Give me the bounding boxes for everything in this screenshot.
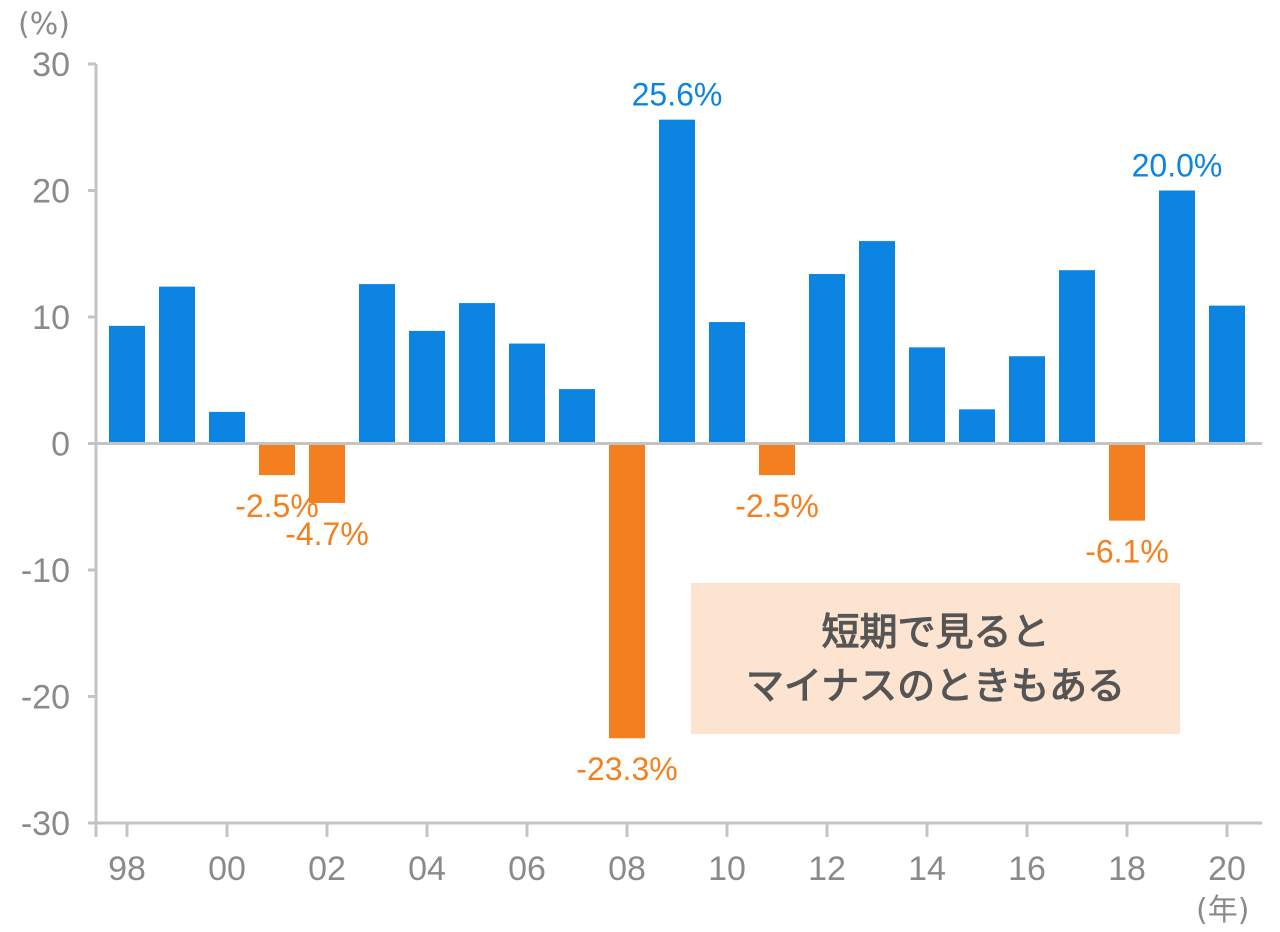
- y-tick-label: 10: [32, 299, 70, 337]
- bar-08: [609, 443, 645, 739]
- data-label-09: 25.6%: [632, 77, 723, 113]
- data-label-19: 20.0%: [1132, 148, 1223, 184]
- bar-16: [1009, 356, 1045, 444]
- bar-04: [409, 330, 445, 444]
- bar-00: [209, 411, 245, 444]
- y-axis-unit: (%): [18, 7, 70, 42]
- bar-15: [959, 409, 995, 444]
- bar-12: [809, 273, 845, 444]
- x-tick-label: 16: [1008, 850, 1046, 888]
- x-tick-label: 10: [708, 850, 746, 888]
- bar-05: [459, 303, 495, 444]
- x-tick-label: 02: [308, 850, 346, 888]
- bar-09: [659, 119, 695, 444]
- bar-17: [1059, 270, 1095, 444]
- bar-98: [109, 325, 145, 444]
- bar-13: [859, 241, 895, 444]
- y-tick-label: -30: [21, 805, 70, 843]
- x-axis-unit: (年): [1196, 893, 1249, 928]
- data-label-11: -2.5%: [735, 488, 819, 524]
- y-tick-label: 0: [51, 426, 70, 464]
- y-tick-label: 30: [32, 46, 70, 84]
- y-tick-label: -10: [21, 552, 70, 590]
- bar-10: [709, 322, 745, 444]
- x-tick-label: 12: [808, 850, 846, 888]
- x-tick-label: 06: [508, 850, 546, 888]
- x-tick-label: 14: [908, 850, 946, 888]
- annotation-callout: 短期で見ると マイナスのときもある: [691, 583, 1180, 734]
- x-tick-label: 04: [408, 850, 446, 888]
- y-tick-label: 20: [32, 173, 70, 211]
- x-tick-label: 00: [208, 850, 246, 888]
- bar-06: [509, 343, 545, 444]
- bar-20: [1209, 305, 1245, 444]
- bar-19: [1159, 190, 1195, 444]
- bar-07: [559, 389, 595, 444]
- data-label-18: -6.1%: [1085, 534, 1169, 570]
- x-tick-label: 98: [108, 850, 146, 888]
- x-tick-label: 20: [1208, 850, 1246, 888]
- data-label-08: -23.3%: [576, 751, 677, 787]
- x-tick-label: 08: [608, 850, 646, 888]
- bar-11: [759, 443, 795, 476]
- y-tick-label: -20: [21, 679, 70, 717]
- bar-03: [359, 284, 395, 444]
- callout-line-2: マイナスのときもある: [745, 663, 1126, 708]
- x-tick-label: 18: [1108, 850, 1146, 888]
- data-label-02: -4.7%: [285, 516, 369, 552]
- bar-01: [259, 443, 295, 476]
- bar-18: [1109, 443, 1145, 521]
- bar-14: [909, 347, 945, 444]
- bar-02: [309, 443, 345, 503]
- callout-line-1: 短期で見ると: [821, 609, 1050, 654]
- data-label-01: -2.5%: [235, 488, 319, 524]
- bar-99: [159, 286, 195, 444]
